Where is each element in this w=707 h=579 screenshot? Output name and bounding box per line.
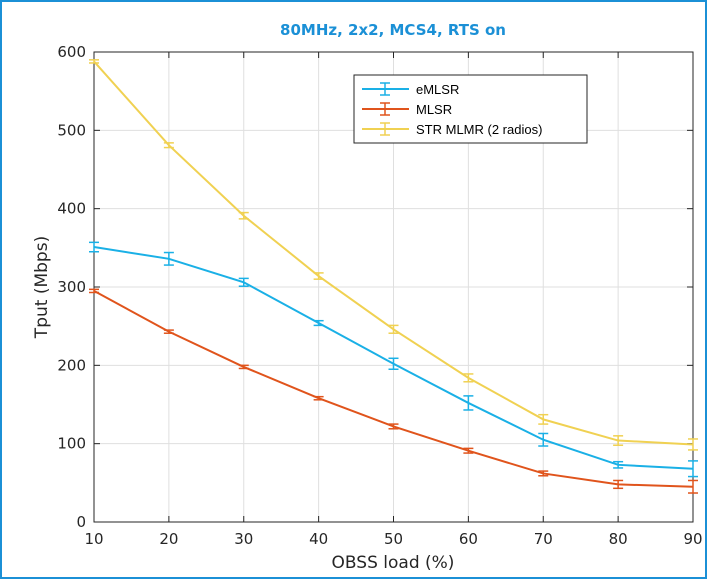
legend-entry: eMLSR <box>362 82 459 97</box>
series-0 <box>89 241 698 478</box>
y-tick-label: 0 <box>76 513 86 531</box>
series-layer <box>89 59 698 494</box>
x-tick-label: 50 <box>384 530 403 548</box>
x-axis-label: OBSS load (%) <box>332 553 455 573</box>
y-tick-label: 300 <box>57 278 86 296</box>
y-tick-label: 600 <box>57 43 86 61</box>
axis-ticks: 10 20 30 40 50 60 70 80 90 0 100 200 300 400 500 600 <box>57 43 702 548</box>
series-2 <box>89 59 698 451</box>
legend-entry: STR MLMR (2 radios) <box>362 122 542 137</box>
chart-title: 80MHz, 2x2, MCS4, RTS on <box>280 21 506 39</box>
y-tick-label: 100 <box>57 435 86 453</box>
x-tick-label: 30 <box>234 530 253 548</box>
x-tick-label: 80 <box>609 530 628 548</box>
y-tick-label: 200 <box>57 356 86 374</box>
x-tick-label: 20 <box>159 530 178 548</box>
y-tick-label: 500 <box>57 121 86 139</box>
legend-label: MLSR <box>416 102 452 117</box>
x-tick-label: 40 <box>309 530 328 548</box>
y-tick-label: 400 <box>57 200 86 218</box>
x-tick-label: 70 <box>534 530 553 548</box>
legend-label: eMLSR <box>416 82 459 97</box>
grid <box>94 52 693 522</box>
legend-entry: MLSR <box>362 102 452 117</box>
series-1 <box>89 288 698 494</box>
legend: eMLSR MLSR STR MLMR (2 radios) <box>353 74 588 144</box>
x-tick-label: 60 <box>459 530 478 548</box>
legend-label: STR MLMR (2 radios) <box>416 122 542 137</box>
y-axis-label: Tput (Mbps) <box>32 236 52 339</box>
x-tick-label: 10 <box>84 530 103 548</box>
x-tick-label: 90 <box>683 530 702 548</box>
